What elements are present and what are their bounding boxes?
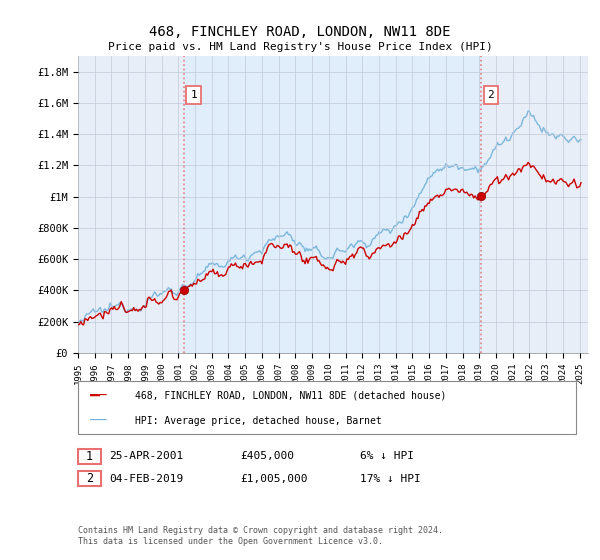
Text: 25-APR-2001: 25-APR-2001 bbox=[109, 451, 184, 461]
Text: Contains HM Land Registry data © Crown copyright and database right 2024.
This d: Contains HM Land Registry data © Crown c… bbox=[78, 526, 443, 546]
Text: 04-FEB-2019: 04-FEB-2019 bbox=[109, 474, 184, 483]
Text: 468, FINCHLEY ROAD, LONDON, NW11 8DE: 468, FINCHLEY ROAD, LONDON, NW11 8DE bbox=[149, 25, 451, 39]
Text: —: — bbox=[90, 387, 100, 405]
Text: £405,000: £405,000 bbox=[240, 451, 294, 461]
Text: £1,005,000: £1,005,000 bbox=[240, 474, 308, 483]
Text: 2: 2 bbox=[488, 90, 494, 100]
Text: Price paid vs. HM Land Registry's House Price Index (HPI): Price paid vs. HM Land Registry's House … bbox=[107, 42, 493, 52]
Text: 2: 2 bbox=[86, 472, 93, 485]
Text: 6% ↓ HPI: 6% ↓ HPI bbox=[360, 451, 414, 461]
Text: HPI: Average price, detached house, Barnet: HPI: Average price, detached house, Barn… bbox=[135, 416, 382, 426]
Text: 1: 1 bbox=[86, 450, 93, 463]
Text: 17% ↓ HPI: 17% ↓ HPI bbox=[360, 474, 421, 483]
Text: ——: —— bbox=[90, 414, 107, 428]
Text: 468, FINCHLEY ROAD, LONDON, NW11 8DE (detached house): 468, FINCHLEY ROAD, LONDON, NW11 8DE (de… bbox=[135, 391, 446, 401]
Text: 1: 1 bbox=[190, 90, 197, 100]
Text: ——: —— bbox=[90, 389, 107, 403]
